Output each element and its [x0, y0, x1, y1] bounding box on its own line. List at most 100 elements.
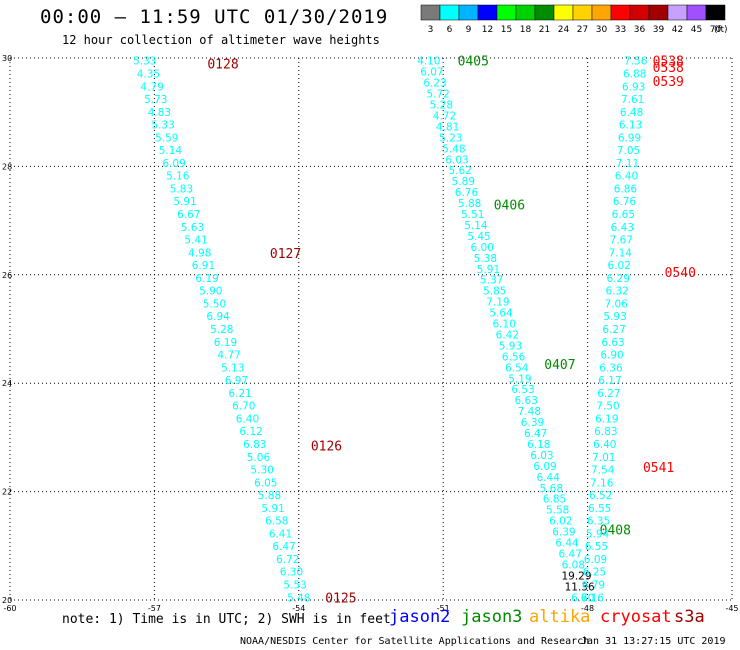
- wave-height-value: 6.09: [584, 554, 607, 566]
- wave-height-value: 5.72: [426, 89, 449, 101]
- wave-height-value: 7.67: [610, 235, 633, 247]
- wave-height-value: 5.73: [144, 94, 167, 106]
- time-label: 0406: [494, 198, 525, 213]
- wave-height-value: 6.54: [505, 362, 529, 374]
- wave-height-value: 6.08: [562, 559, 585, 571]
- wave-height-value: 6.00: [471, 242, 494, 254]
- wave-height-value: 6.47: [524, 428, 547, 440]
- wave-height-value: 6.99: [618, 132, 641, 144]
- wave-height-value: 6.67: [177, 209, 200, 221]
- satellite-label-s3a: s3a: [674, 607, 705, 627]
- wave-height-value: 5.28: [210, 324, 233, 336]
- legend-swatch: [705, 4, 726, 21]
- time-label: 0538: [653, 61, 684, 76]
- wave-height-value: 5.91: [477, 264, 500, 276]
- wave-height-value: 5.85: [483, 286, 506, 298]
- wave-height-value: 5.91: [261, 503, 284, 515]
- wave-height-value: 6.09: [162, 158, 185, 170]
- y-tick-label: 30: [2, 54, 12, 63]
- time-label: 0408: [600, 524, 631, 539]
- wave-height-value: 6.48: [620, 107, 643, 119]
- wave-height-value: 4.72: [433, 110, 456, 122]
- wave-height-value: 6.47: [559, 548, 582, 560]
- wave-height-value: 5.48: [442, 143, 465, 155]
- wave-height-value: 5.19: [508, 373, 531, 385]
- wave-height-value: 5.58: [546, 505, 569, 517]
- wave-height-value: 5.91: [173, 196, 196, 208]
- wave-height-value: 6.27: [602, 324, 625, 336]
- wave-height-value: 6.29: [607, 273, 630, 285]
- footnote: note: 1) Time is in UTC; 2) SWH is in fe…: [62, 612, 391, 627]
- legend-label: 45: [691, 25, 702, 35]
- wave-height-value: 6.13: [619, 120, 642, 132]
- wave-height-value: 6.23: [423, 78, 446, 90]
- wave-height-value: 6.55: [585, 541, 608, 553]
- wave-height-value: 6.02: [608, 260, 631, 272]
- wave-height-value: 6.83: [243, 439, 266, 451]
- time-label: 0128: [207, 57, 238, 72]
- wave-height-value: 5.62: [448, 165, 471, 177]
- wave-height-value: 7.16: [590, 477, 614, 489]
- wave-height-value: 7.14: [609, 247, 633, 259]
- wave-height-value: 5.68: [540, 483, 563, 495]
- wave-height-value: 6.19: [214, 337, 237, 349]
- legend-label: 6: [447, 25, 453, 35]
- wave-height-value: 6.93: [622, 81, 645, 93]
- legend-label: 39: [653, 25, 665, 35]
- wave-height-value: 6.18: [527, 439, 550, 451]
- wave-height-value: 5.94: [586, 528, 610, 540]
- legend-label: 70: [710, 25, 722, 35]
- x-tick-label: -45: [725, 604, 738, 613]
- wave-height-value: 5.90: [199, 286, 222, 298]
- wave-height-value: 6.27: [597, 388, 620, 400]
- wave-height-value: 5.06: [247, 452, 271, 464]
- time-label: 0539: [653, 75, 684, 90]
- wave-height-value: 7.48: [518, 406, 541, 418]
- legend-label: 24: [558, 25, 570, 35]
- wave-height-value: 6.56: [502, 351, 526, 363]
- x-tick-label: -54: [292, 604, 305, 613]
- wave-height-value: 7.54: [591, 465, 615, 477]
- wave-height-value: 5.88: [458, 198, 481, 210]
- wave-height-value: 6.10: [493, 319, 516, 331]
- wave-height-value: 6.85: [543, 494, 566, 506]
- wave-height-value: 6.76: [613, 196, 637, 208]
- wave-height-value: 6.86: [614, 183, 638, 195]
- wave-height-value: 19.29: [561, 570, 591, 582]
- wave-height-value: 6.63: [515, 395, 538, 407]
- wave-height-value: 6.07: [420, 67, 443, 79]
- track-s3a: 5.334.354.795.734.835.335.595.146.095.16…: [133, 56, 357, 607]
- y-tick-label: 24: [2, 379, 12, 388]
- wave-height-value: 5.93: [499, 340, 522, 352]
- wave-height-value: 4.83: [148, 107, 171, 119]
- wave-height-value: 5.23: [439, 132, 462, 144]
- wave-height-value: 6.39: [552, 527, 575, 539]
- time-label: 0127: [270, 247, 301, 262]
- timestamp-text: Jan 31 13:27:15 UTC 2019: [581, 636, 726, 647]
- wave-height-value: 6.02: [549, 516, 572, 528]
- chart-subtitle: 12 hour collection of altimeter wave hei…: [62, 33, 380, 47]
- wave-height-value: 6.52: [589, 490, 612, 502]
- wave-height-value: 7.19: [486, 297, 509, 309]
- wave-height-value: 7.06: [604, 298, 628, 310]
- wave-height-value: 6.44: [537, 472, 561, 484]
- wave-height-value: 6.30: [280, 567, 303, 579]
- wave-height-value: 5.93: [603, 311, 626, 323]
- wave-height-value: 6.53: [511, 384, 534, 396]
- time-label: 0407: [544, 358, 575, 373]
- wave-height-value: 6.97: [225, 375, 248, 387]
- wave-height-value: 6.65: [612, 209, 635, 221]
- wave-height-value: 5.16: [166, 171, 190, 183]
- satellite-label-jason3: jason3: [461, 607, 523, 627]
- wave-height-value: 5.33: [133, 56, 156, 68]
- wave-height-value: 6.21: [228, 388, 251, 400]
- wave-height-value: 6.70: [232, 401, 255, 413]
- wave-height-value: 6.19: [595, 413, 618, 425]
- legend-label: 36: [634, 25, 646, 35]
- wave-height-value: 5.83: [170, 183, 193, 195]
- wave-height-value: 6.17: [598, 375, 621, 387]
- wave-height-value: 5.41: [184, 235, 207, 247]
- color-legend: 3 6 9 12 15 18 21 24 27 30 33 36 39 42 45 70(ft): [420, 4, 728, 35]
- wave-height-value: 5.53: [283, 580, 306, 592]
